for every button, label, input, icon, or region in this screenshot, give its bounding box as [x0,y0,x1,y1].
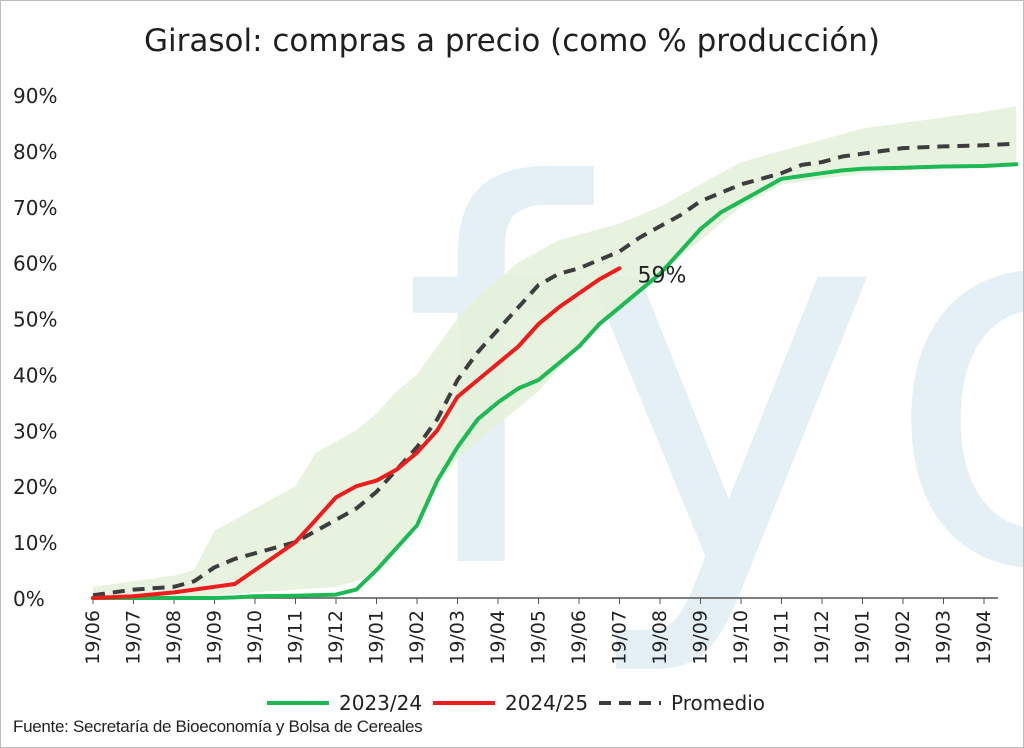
series-line-202324 [91,162,1019,600]
y-tick-label: 20% [13,475,57,499]
series-group [91,141,1019,600]
range-band [93,106,1017,598]
y-tick-label: 50% [13,308,57,332]
x-tick-label: 19/04 [487,610,509,665]
y-tick-label: 0% [13,587,45,611]
x-tick-label: 19/12 [811,610,833,665]
x-axis: 19/06 19/07 19/08 19/09 19/10 19/11 19/12 19/01… [82,597,998,665]
x-tick-label: 19/02 [406,610,428,665]
x-tick-label: 19/12 [325,610,347,665]
series-line-202425 [91,266,622,600]
x-tick-label: 19/10 [730,610,752,665]
y-tick-label: 10% [13,531,57,555]
y-tick-label: 90% [13,84,57,108]
x-tick-label: 19/04 [973,610,995,665]
x-tick-label: 19/08 [649,610,671,665]
x-tick-label: 19/05 [528,610,550,665]
x-tick-label: 19/01 [366,610,388,665]
y-tick-label: 30% [13,419,57,443]
y-tick-label: 80% [13,140,57,164]
x-tick-label: 19/07 [123,610,145,665]
x-tick-label: 19/01 [852,610,874,665]
x-tick-label: 19/08 [163,610,185,665]
x-tick-label: 19/06 [568,610,590,665]
y-tick-label: 70% [13,196,57,220]
legend: 2023/24 2024/25 Promedio [267,691,765,715]
legend-label: Promedio [671,691,765,715]
x-tick-label: 19/09 [204,610,226,665]
x-tick-label: 19/03 [447,610,469,665]
legend-label: 2024/25 [505,691,588,715]
legend-label: 2023/24 [339,691,422,715]
x-tick-label: 19/09 [690,610,712,665]
y-axis: 0% 10% 20% 30% 40% 50% 60% 70% 80% 90% [13,84,57,611]
source-note: Fuente: Secretaría de Bioeconomía y Bols… [13,717,423,736]
x-tick-label: 19/07 [609,610,631,665]
annotation-label: 59% [638,263,687,288]
y-tick-label: 40% [13,363,57,387]
x-tick-label: 19/06 [82,610,104,665]
x-tick-label: 19/11 [285,610,307,665]
range-band-group [93,106,1017,598]
x-tick-label: 19/11 [771,610,793,665]
chart-title: Girasol: compras a precio (como % produc… [143,23,881,59]
x-tick-label: 19/02 [892,610,914,665]
x-tick-label: 19/10 [244,610,266,665]
x-tick-label: 19/03 [933,610,955,665]
series-line-promedio [92,141,1017,598]
y-tick-label: 60% [13,252,57,276]
